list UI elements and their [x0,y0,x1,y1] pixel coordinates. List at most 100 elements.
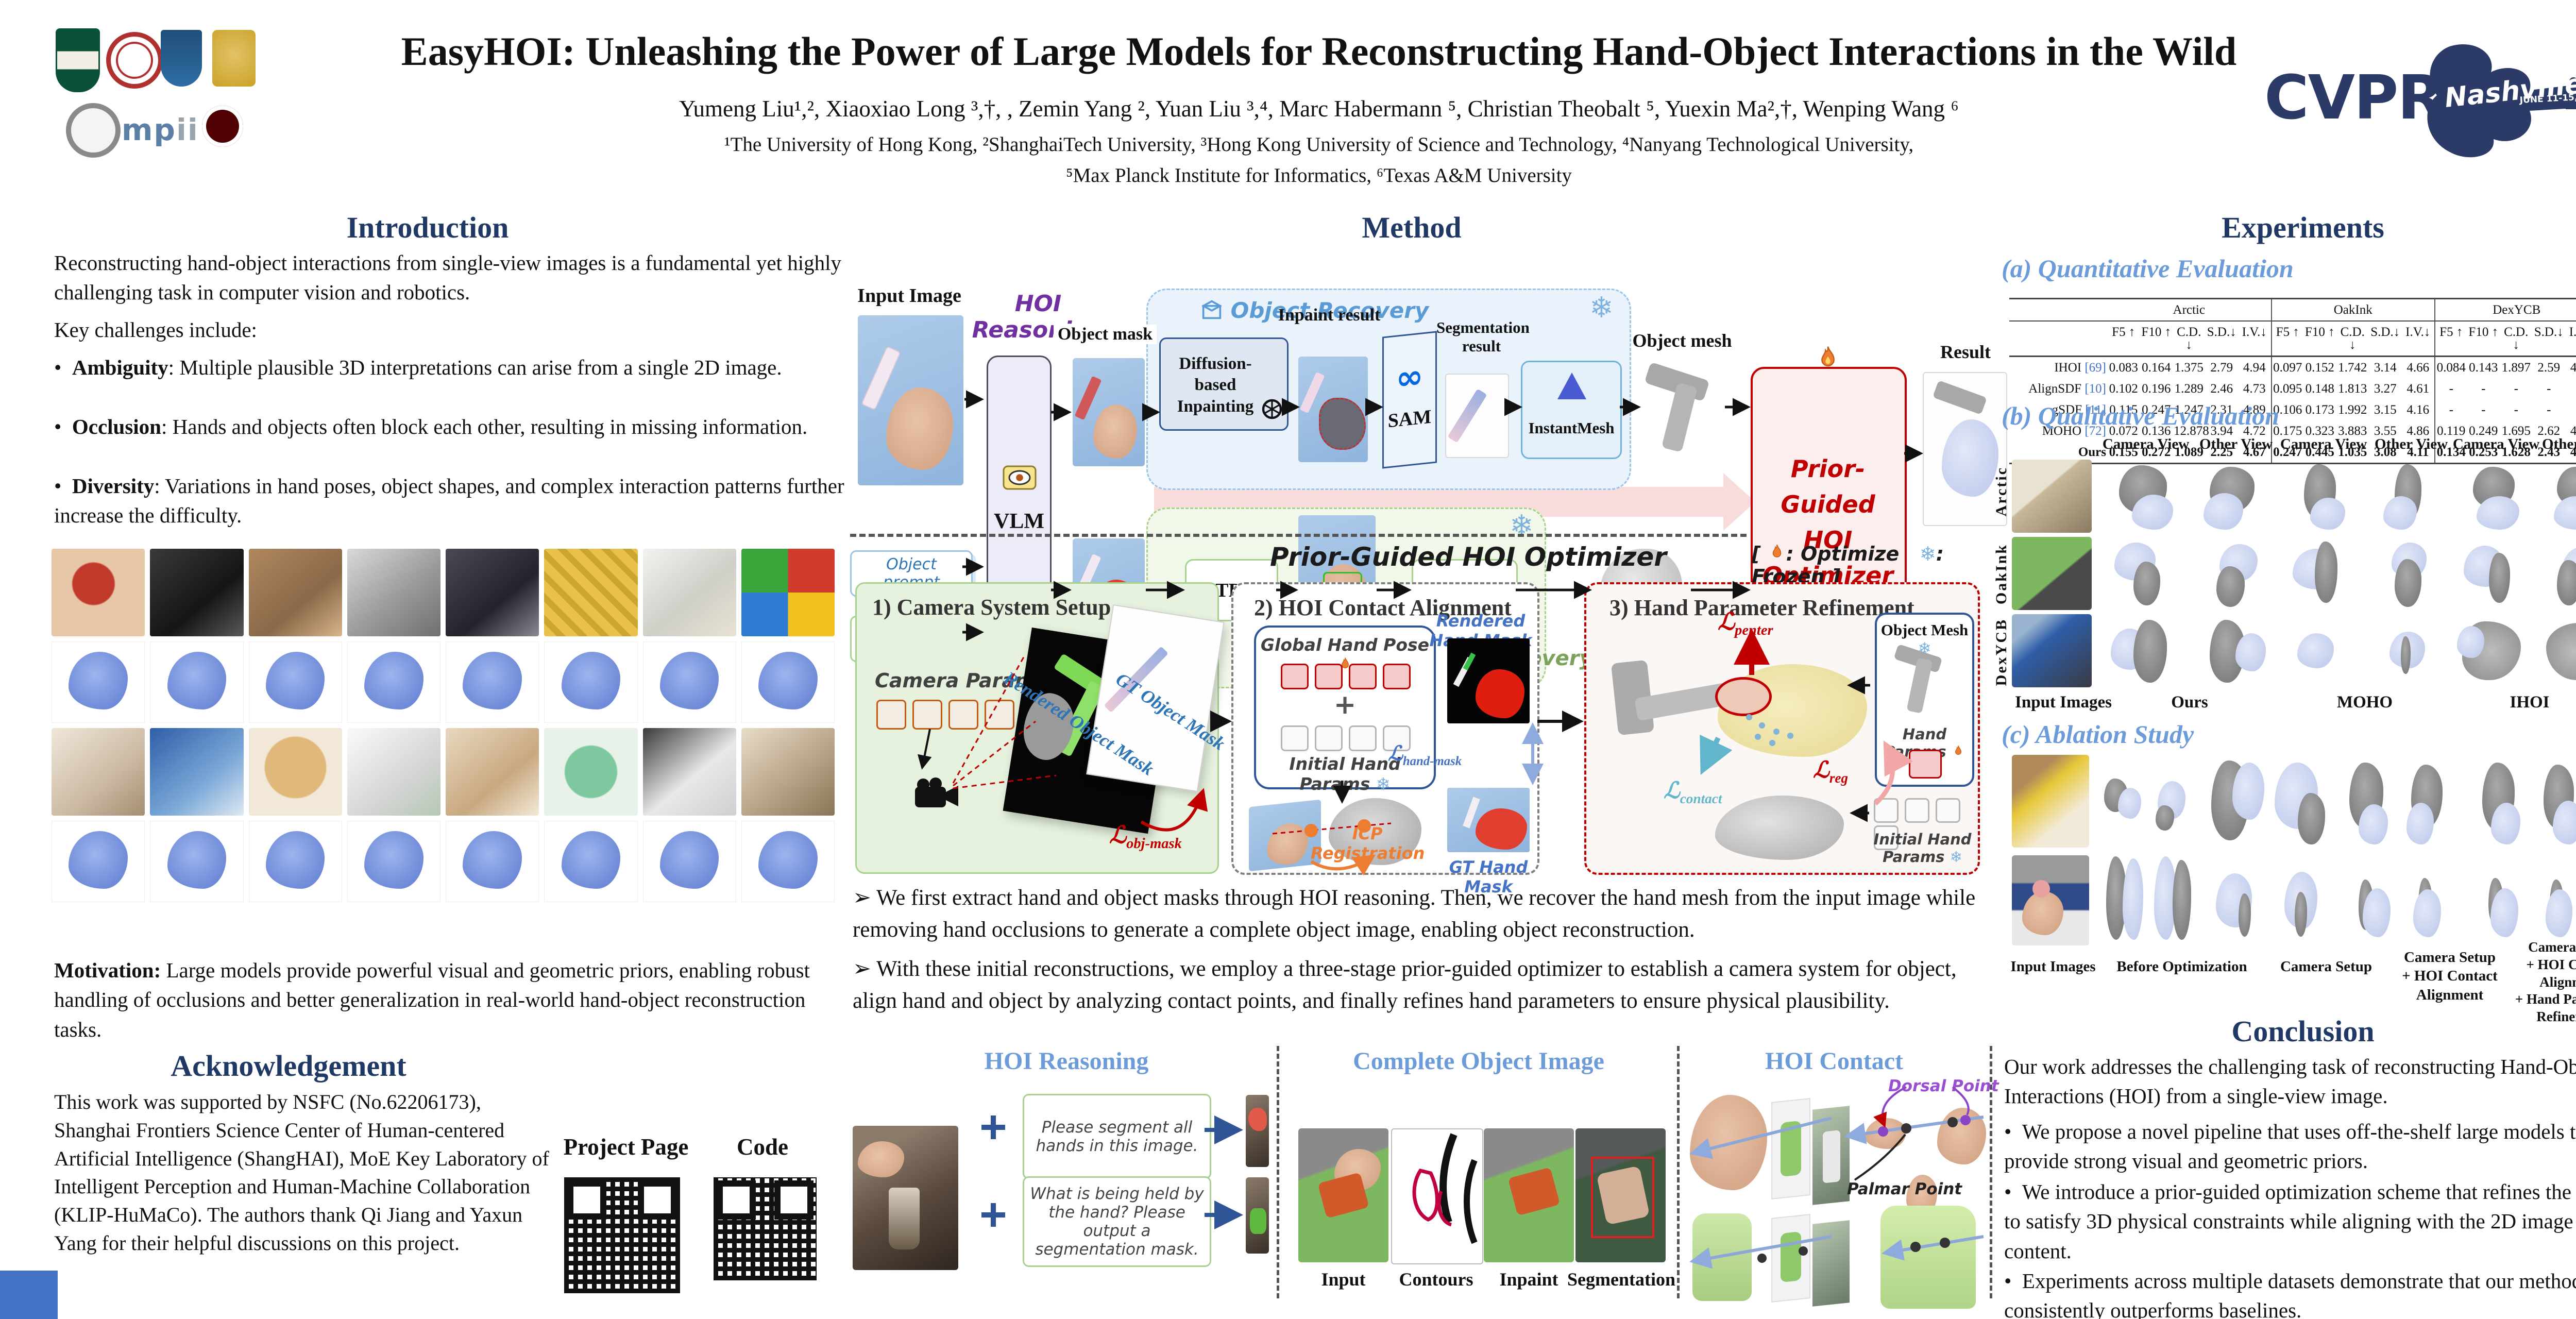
held-object-prompt: What is being held by the hand? Please o… [1023,1176,1211,1267]
qual-mesh [2535,537,2576,610]
stage3-title: 3) Hand Parameter Refinement [1609,595,1914,620]
stage3-refinement-panel: 3) Hand Parameter Refinement ℒpenter ℒco… [1584,582,1980,875]
qual-input-arctic [2012,460,2092,533]
object-mesh-label: Object mesh [1632,330,1732,351]
bullet-dot: • [54,474,72,498]
abl-mesh [2210,866,2267,943]
initial-params-chips [1281,725,1417,754]
cvpr-logo-text: CVPR [2264,62,2444,133]
teaser-photo [150,549,244,636]
code-qr[interactable] [714,1177,817,1280]
qual-label-ihoi: IHOI [2510,693,2550,712]
table-row-ours: Ours 0.155 0.272 1.089 2.25 4.67 0.247 0.445 1… [2009,442,2576,464]
camera-params-chips [876,700,1021,732]
table-row-moho: MOHO [72] 0.072 0.136 12.878 3.94 4.72 0.175… [2009,420,2576,442]
project-page-qr[interactable] [564,1177,680,1293]
input-image [858,315,963,485]
bullet-dot: • [54,356,72,379]
view-header: Other View [2541,436,2576,452]
complete-inpaint-image [1484,1128,1574,1262]
cvpr-logo: CVPR Nashville JUNE 11-15, 2025 [2264,41,2576,160]
stage2-contact-alignment-panel: 2) HOI Contact Alignment Global Hand Pos… [1231,582,1539,897]
panel-divider [1990,1046,1992,1298]
flame-icon [1955,745,1961,755]
contact-plane-photo [1812,1106,1850,1205]
meta-infinity-icon: ∞ [1396,357,1423,398]
loss-hand-mask-label: ℒhand-mask [1388,742,1462,768]
contact-object-mesh-large [1880,1206,1976,1309]
teaser-photo [52,728,145,816]
abl-input-1 [2012,755,2089,848]
qual-mesh [2105,460,2184,533]
optimizer-title: Prior-Guided HOI Optimizer [1270,542,1667,572]
object-mesh-image [1641,362,1723,459]
complete-contours-image [1391,1128,1483,1264]
snowflake-icon: ❄ [1510,509,1534,543]
teaser-mesh [446,641,539,723]
code-label: Code [737,1134,788,1160]
abl-mesh [2342,755,2398,850]
abl-input-2 [2012,855,2089,945]
abl-label-0: Input Images [2010,958,2096,975]
view-header: Camera View [2280,436,2367,452]
intro-paragraph: Reconstructing hand-object interactions … [54,251,841,305]
diffusion-inpainting-box: Diffusion-based Inpainting [1159,337,1289,431]
qual-mesh [2280,460,2360,533]
teaser-photo [446,728,539,816]
logo-mpii: mpii [122,112,199,147]
qual-input-dexycb [2012,614,2092,687]
abl-mesh [2148,768,2195,835]
dataset-arctic: Arctic [2173,303,2205,317]
abl-label-3: Camera Setup + HOI Contact Alignment [2402,949,2498,1003]
complete-segmentation-image [1575,1128,1666,1262]
teaser-mesh [347,641,440,723]
complete-label-segmentation: Segmentation [1567,1269,1675,1290]
abl-mesh [2344,871,2396,943]
plus-sign: + [1333,689,1357,720]
qual-mesh [2452,460,2532,533]
object-mesh-frozen-label: Object Mesh ❄ [1880,621,1969,658]
snowflake-icon: ❄ [1919,543,1936,565]
abl-mesh [2532,755,2576,850]
teaser-mesh [642,641,736,723]
palmar-point-label: Palmar Point [1847,1180,1962,1198]
sam-label: SAM [1387,405,1432,432]
abl-mesh [2532,871,2576,943]
qual-label-moho: MOHO [2336,693,2393,712]
qual-mesh [2280,614,2360,687]
teaser-photo [741,728,835,816]
segmentation-result-label: Segmentation result [1436,318,1530,355]
object-recovery-label: Object Recovery [1200,298,1429,323]
contact-plane-mask2 [1771,1214,1810,1303]
abl-label-1: Before Optimization [2116,958,2247,975]
flame-icon [1772,544,1781,557]
contact-ellipse [1715,677,1772,716]
teaser-mesh [642,821,736,902]
loss-reg-label: ℒreg [1813,757,1849,786]
loss-obj-mask-label: ℒobj-mask [1109,822,1182,852]
table-row-alignsdf: AlignSDF [10] 0.102 0.196 1.289 2.46 4.73 0.… [2009,378,2576,399]
fingertip-blob [1937,1108,1986,1164]
qual-mesh [2535,614,2576,687]
experiments-heading: Experiments [2222,211,2384,244]
ablation-heading: (c) Ablation Study [2002,720,2194,749]
snowflake-icon: ❄ [1950,848,1962,866]
teaser-mesh [446,821,539,902]
ack-text: This work was supported by NSFC (No.6220… [54,1090,549,1255]
abl-mesh [2205,755,2267,850]
qual-mesh [2452,537,2532,610]
view-header: Camera View [2102,436,2190,452]
conclusion-bullet-1: • We propose a novel pipeline that uses … [2004,1120,2576,1173]
teaser-photo [248,728,342,816]
initial-hand-params-label2: Initial Hand Params ❄ [1873,831,1972,866]
qual-mesh [2367,614,2447,687]
qual-mesh [2192,614,2272,687]
affiliation-line2: ⁵Max Planck Institute for Informatics, ⁶… [1066,164,1572,187]
project-page-label: Project Page [563,1134,689,1160]
view-header: Camera View [2452,436,2540,452]
initial-hand-mesh [1715,796,1844,860]
method-heading: Method [1362,211,1462,244]
hoi-contact-panel-title: HOI Contact [1765,1047,1903,1075]
logo-hku [56,28,100,92]
teaser-mesh [741,821,835,902]
